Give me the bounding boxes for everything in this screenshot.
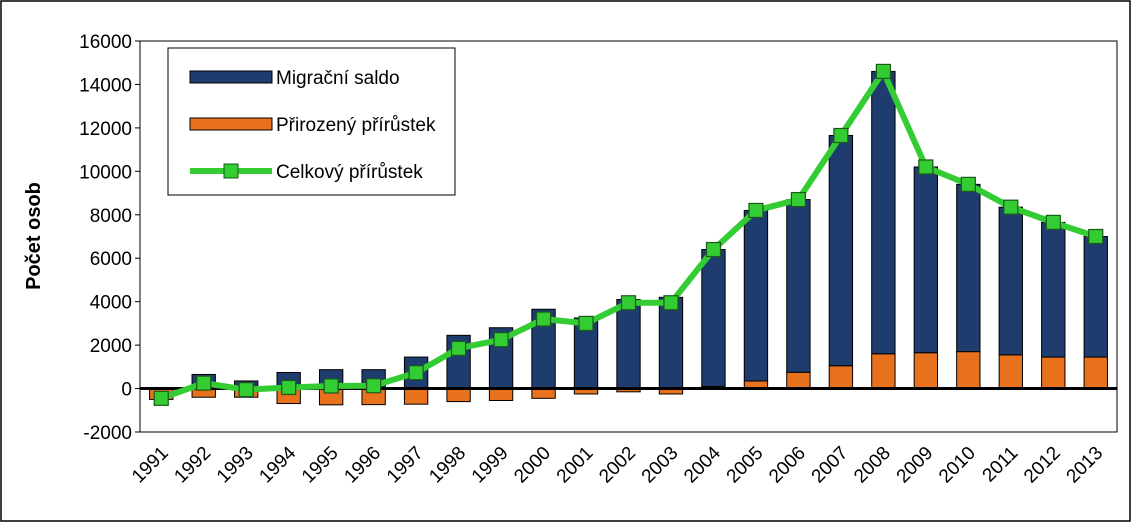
bar	[1083, 356, 1108, 390]
bar	[743, 209, 769, 382]
line-marker	[748, 202, 764, 219]
line-marker	[1003, 199, 1019, 215]
y-tick-label: 0	[121, 380, 132, 401]
line-marker	[790, 191, 807, 208]
bar	[871, 353, 896, 390]
bar	[488, 388, 514, 402]
bar	[786, 199, 811, 373]
legend-swatch	[223, 163, 239, 179]
line-marker	[238, 382, 254, 398]
legend-swatch	[189, 117, 273, 131]
bar	[701, 249, 726, 387]
line-marker	[450, 340, 467, 356]
line-marker	[918, 159, 934, 175]
line-marker	[323, 378, 339, 394]
line-marker	[281, 379, 297, 396]
bar	[658, 296, 684, 390]
y-tick-label: 2000	[90, 336, 132, 357]
line-marker	[663, 295, 679, 311]
y-tick-label: 6000	[90, 249, 132, 270]
line-marker	[578, 315, 594, 331]
line-marker	[493, 332, 509, 348]
legend-swatch	[189, 70, 273, 84]
bar	[871, 70, 896, 355]
bar	[913, 166, 939, 354]
bar	[956, 351, 981, 390]
line-marker	[535, 311, 552, 327]
line-marker	[196, 375, 212, 391]
legend-label: Přirozený přírůstek	[276, 115, 436, 136]
line-marker	[875, 63, 891, 80]
line-marker	[705, 241, 722, 258]
y-tick-label: 12000	[79, 119, 132, 140]
plot-area	[139, 40, 1118, 433]
bar	[998, 206, 1023, 356]
bar	[828, 134, 854, 367]
bar	[998, 354, 1023, 390]
y-tick-label: 16000	[79, 32, 132, 53]
y-tick-label: -2000	[83, 423, 132, 444]
y-axis-label: Počet osob	[23, 182, 45, 290]
line-marker	[620, 295, 637, 311]
bar	[1041, 221, 1066, 358]
line-marker	[1088, 228, 1104, 245]
bar	[956, 183, 981, 353]
line-marker	[408, 365, 424, 381]
bar	[403, 388, 429, 405]
line-marker	[1045, 214, 1061, 230]
bar	[446, 388, 471, 403]
line-marker	[153, 390, 169, 406]
y-tick-label: 4000	[90, 293, 132, 314]
line-marker	[366, 378, 382, 394]
bar	[616, 298, 641, 390]
line-marker	[960, 176, 976, 192]
bar	[1083, 236, 1108, 358]
bar	[913, 352, 939, 390]
y-tick-label: 10000	[79, 162, 132, 183]
bar	[1041, 356, 1066, 390]
legend-label: Celkový přírůstek	[276, 162, 423, 183]
line-marker	[833, 127, 849, 144]
y-tick-label: 8000	[90, 206, 132, 227]
legend-label: Migrační saldo	[276, 68, 400, 89]
bar	[828, 365, 854, 390]
bar	[786, 371, 811, 390]
y-tick-label: 14000	[79, 75, 132, 96]
